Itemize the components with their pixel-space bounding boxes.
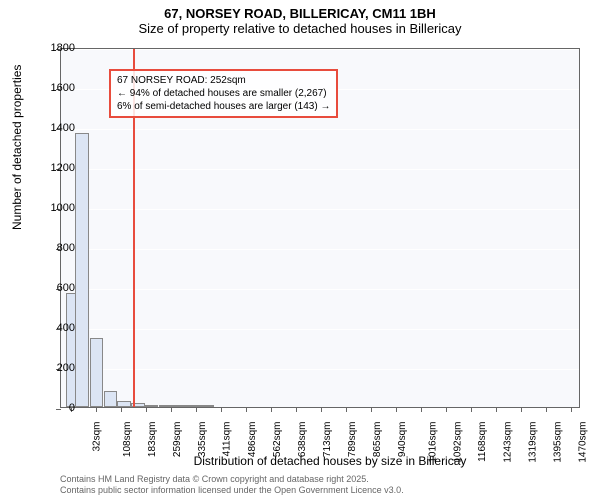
chart-title-line1: 67, NORSEY ROAD, BILLERICAY, CM11 1BH [0,6,600,21]
x-tick-label: 259sqm [172,422,183,458]
x-tick-label: 562sqm [272,422,283,458]
x-tick-label: 789sqm [347,422,358,458]
x-tick-label: 486sqm [247,422,258,458]
histogram-bar [159,405,173,407]
y-tick-label: 0 [69,402,75,414]
y-tick-label: 1800 [51,42,75,54]
x-tick-label: 940sqm [397,422,408,458]
y-tick-label: 600 [57,282,75,294]
y-tick-label: 1200 [51,162,75,174]
annotation-line: 67 NORSEY ROAD: 252sqm [117,74,330,87]
footer-line1: Contains HM Land Registry data © Crown c… [60,474,404,485]
x-tick-label: 335sqm [197,422,208,458]
gridline [61,49,579,50]
x-tick-label: 1395sqm [552,422,563,463]
histogram-bar [200,405,214,407]
histogram-bar [104,391,118,407]
plot-area: 67 NORSEY ROAD: 252sqm← 94% of detached … [60,48,580,408]
x-tick-label: 1016sqm [428,422,439,463]
x-tick-mark [571,407,572,412]
y-axis-label: Number of detached properties [10,65,24,230]
footer: Contains HM Land Registry data © Crown c… [60,474,404,496]
y-tick-label: 800 [57,242,75,254]
x-tick-mark [296,407,297,412]
x-tick-label: 1319sqm [527,422,538,463]
y-tick-label: 1400 [51,122,75,134]
x-tick-mark [496,407,497,412]
x-tick-label: 1168sqm [477,422,488,462]
annotation-line: ← 94% of detached houses are smaller (2,… [117,87,330,100]
x-tick-mark [396,407,397,412]
x-tick-label: 1092sqm [452,422,463,463]
gridline [61,369,579,370]
y-tick-label: 400 [57,322,75,334]
x-tick-mark [246,407,247,412]
gridline [61,169,579,170]
x-tick-mark [221,407,222,412]
x-tick-mark [471,407,472,412]
histogram-bar [186,405,200,407]
x-tick-mark [446,407,447,412]
gridline [61,329,579,330]
x-tick-mark [271,407,272,412]
histogram-bar [117,401,131,407]
footer-line2: Contains public sector information licen… [60,485,404,496]
histogram-bar [90,338,104,407]
histogram-bar [172,405,186,407]
x-tick-mark [121,407,122,412]
y-tick-label: 200 [57,362,75,374]
x-tick-mark [346,407,347,412]
x-tick-mark [171,407,172,412]
x-tick-label: 1470sqm [577,422,588,463]
x-tick-label: 1243sqm [502,422,513,463]
x-tick-label: 713sqm [322,422,333,458]
y-tick-label: 1000 [51,202,75,214]
y-tick-mark [56,409,61,410]
x-tick-label: 183sqm [147,422,158,458]
annotation-line: 6% of semi-detached houses are larger (1… [117,100,330,113]
x-tick-mark [146,407,147,412]
x-tick-label: 108sqm [122,422,133,458]
chart-title-line2: Size of property relative to detached ho… [0,21,600,36]
annotation-box: 67 NORSEY ROAD: 252sqm← 94% of detached … [109,69,338,118]
y-tick-label: 1600 [51,82,75,94]
x-tick-mark [96,407,97,412]
gridline [61,129,579,130]
x-tick-label: 411sqm [222,422,233,457]
x-tick-mark [521,407,522,412]
x-tick-label: 865sqm [372,422,383,458]
gridline [61,249,579,250]
x-tick-mark [546,407,547,412]
x-tick-mark [321,407,322,412]
gridline [61,209,579,210]
x-tick-mark [196,407,197,412]
histogram-bar [75,133,89,407]
chart-container: 67 NORSEY ROAD: 252sqm← 94% of detached … [60,48,580,408]
gridline [61,289,579,290]
x-tick-label: 638sqm [297,422,308,458]
x-tick-mark [421,407,422,412]
gridline [61,409,579,410]
x-tick-label: 32sqm [92,422,103,452]
x-tick-mark [371,407,372,412]
